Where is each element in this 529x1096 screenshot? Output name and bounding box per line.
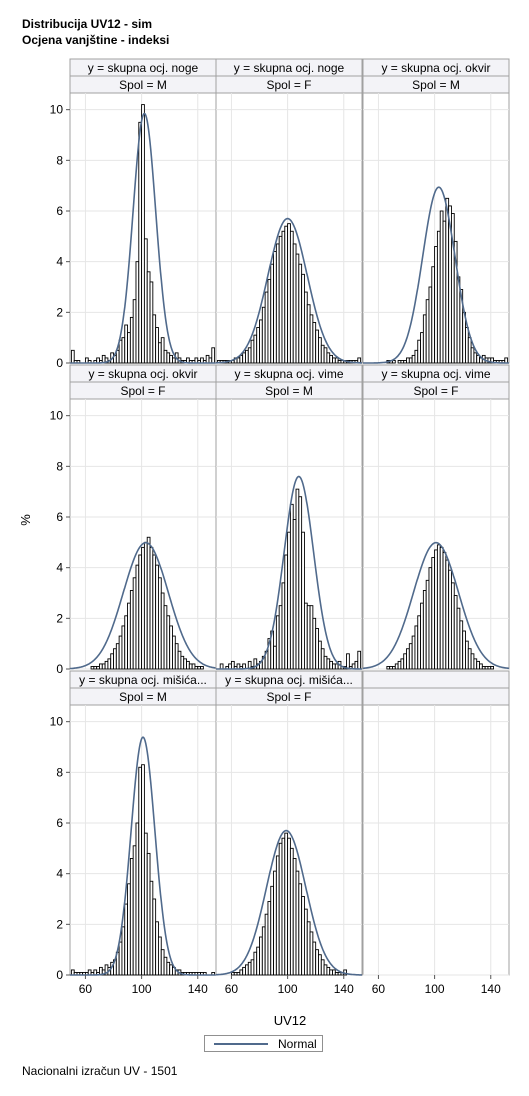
histogram-bar — [301, 531, 305, 670]
normal-curve — [362, 541, 510, 670]
normal-curve — [70, 112, 216, 364]
normal-curve — [216, 217, 362, 364]
panel-6: y = skupna ocj. vime Spol = F — [362, 364, 510, 670]
normal-curve — [70, 736, 216, 976]
x-tick-label: 140 — [334, 982, 354, 996]
panel-col-header: Spol = M — [265, 384, 313, 398]
y-tick-label: 10 — [50, 409, 64, 423]
panel-col-header: Spol = F — [266, 78, 311, 92]
y-tick-label: 6 — [56, 510, 63, 524]
legend-normal-label: Normal — [278, 1037, 317, 1051]
panel-row-header: y = skupna ocj. okvir — [381, 61, 490, 75]
y-tick-label: 0 — [56, 662, 63, 676]
panel-8: y = skupna ocj. mišića... Spol = F 60 100 14… — [215, 670, 363, 996]
normal-curve — [216, 475, 362, 670]
footnote: Nacionalni izračun UV - 1501 — [22, 1064, 178, 1078]
panel-row-header: y = skupna ocj. vime — [234, 367, 343, 381]
panel-col-header: Spol = M — [412, 78, 460, 92]
normal-curve — [215, 829, 362, 976]
y-tick-label: 10 — [50, 715, 64, 729]
panel-9: 60 100 140 — [362, 670, 510, 996]
panel-col-header: Spol = F — [413, 384, 458, 398]
x-tick-label: 60 — [79, 982, 93, 996]
panel-row-header: y = skupna ocj. mišića... — [79, 673, 207, 687]
panel-1: y = skupna ocj. noge Spol = M 0 2 4 6 8 10 — [50, 58, 217, 370]
y-tick-label: 2 — [56, 611, 63, 625]
y-tick-label: 4 — [56, 561, 63, 575]
histogram-bar — [392, 360, 396, 364]
x-axis-label: UV12 — [274, 1013, 307, 1028]
panel-col-header: Spol = M — [119, 690, 167, 704]
panel-3: y = skupna ocj. okvir Spol = M — [362, 58, 510, 364]
panel-col-header: Spol = M — [119, 78, 167, 92]
chart-subtitle: Ocjena vanjštine - indeksi — [22, 33, 170, 47]
y-tick-label: 10 — [50, 103, 64, 117]
panel-col-header-box — [362, 687, 510, 706]
y-tick-label: 8 — [56, 153, 63, 167]
y-axis-label: % — [18, 514, 33, 526]
legend-normal-swatch — [214, 1043, 268, 1045]
y-tick-label: 0 — [56, 356, 63, 370]
panel-5: y = skupna ocj. vime Spol = M — [215, 364, 363, 670]
histogram-bar — [211, 347, 216, 364]
x-tick-label: 60 — [372, 982, 386, 996]
panel-row-header-box — [362, 670, 510, 689]
y-tick-label: 4 — [56, 867, 63, 881]
normal-curve — [363, 186, 509, 364]
panel-row-header: y = skupna ocj. mišića... — [225, 673, 353, 687]
panel-7: y = skupna ocj. mišića... Spol = M 0 2 4 6 8 10… — [50, 670, 217, 996]
panel-col-header: Spol = F — [120, 384, 165, 398]
histogram-bar — [200, 666, 204, 670]
panel-row-header: y = skupna ocj. vime — [381, 367, 490, 381]
normal-curve — [69, 541, 217, 670]
panel-plot-area — [362, 704, 510, 976]
x-tick-label: 100 — [425, 982, 445, 996]
y-tick-label: 2 — [56, 305, 63, 319]
panel-2: y = skupna ocj. noge Spol = F — [215, 58, 363, 364]
panel-row-header: y = skupna ocj. noge — [234, 61, 345, 75]
panel-col-header: Spol = F — [266, 690, 311, 704]
x-tick-label: 140 — [481, 982, 501, 996]
x-tick-label: 60 — [225, 982, 239, 996]
y-tick-label: 0 — [56, 968, 63, 982]
chart-title: Distribucija UV12 - sim — [22, 17, 153, 31]
y-tick-label: 4 — [56, 255, 63, 269]
legend: Normal — [204, 1035, 323, 1052]
histogram-bar — [357, 650, 362, 670]
panel-row-header: y = skupna ocj. okvir — [88, 367, 197, 381]
x-tick-label: 140 — [188, 982, 208, 996]
y-tick-label: 6 — [56, 204, 63, 218]
x-tick-label: 100 — [278, 982, 298, 996]
y-tick-label: 2 — [56, 917, 63, 931]
panel-4: y = skupna ocj. okvir Spol = F 0 2 4 6 8 10 — [50, 364, 217, 676]
panel-row-header: y = skupna ocj. noge — [88, 61, 199, 75]
y-tick-label: 8 — [56, 765, 63, 779]
x-tick-label: 100 — [132, 982, 152, 996]
y-tick-label: 6 — [56, 816, 63, 830]
histogram-bar — [141, 104, 145, 364]
y-tick-label: 8 — [56, 459, 63, 473]
histogram-bar — [490, 666, 495, 670]
